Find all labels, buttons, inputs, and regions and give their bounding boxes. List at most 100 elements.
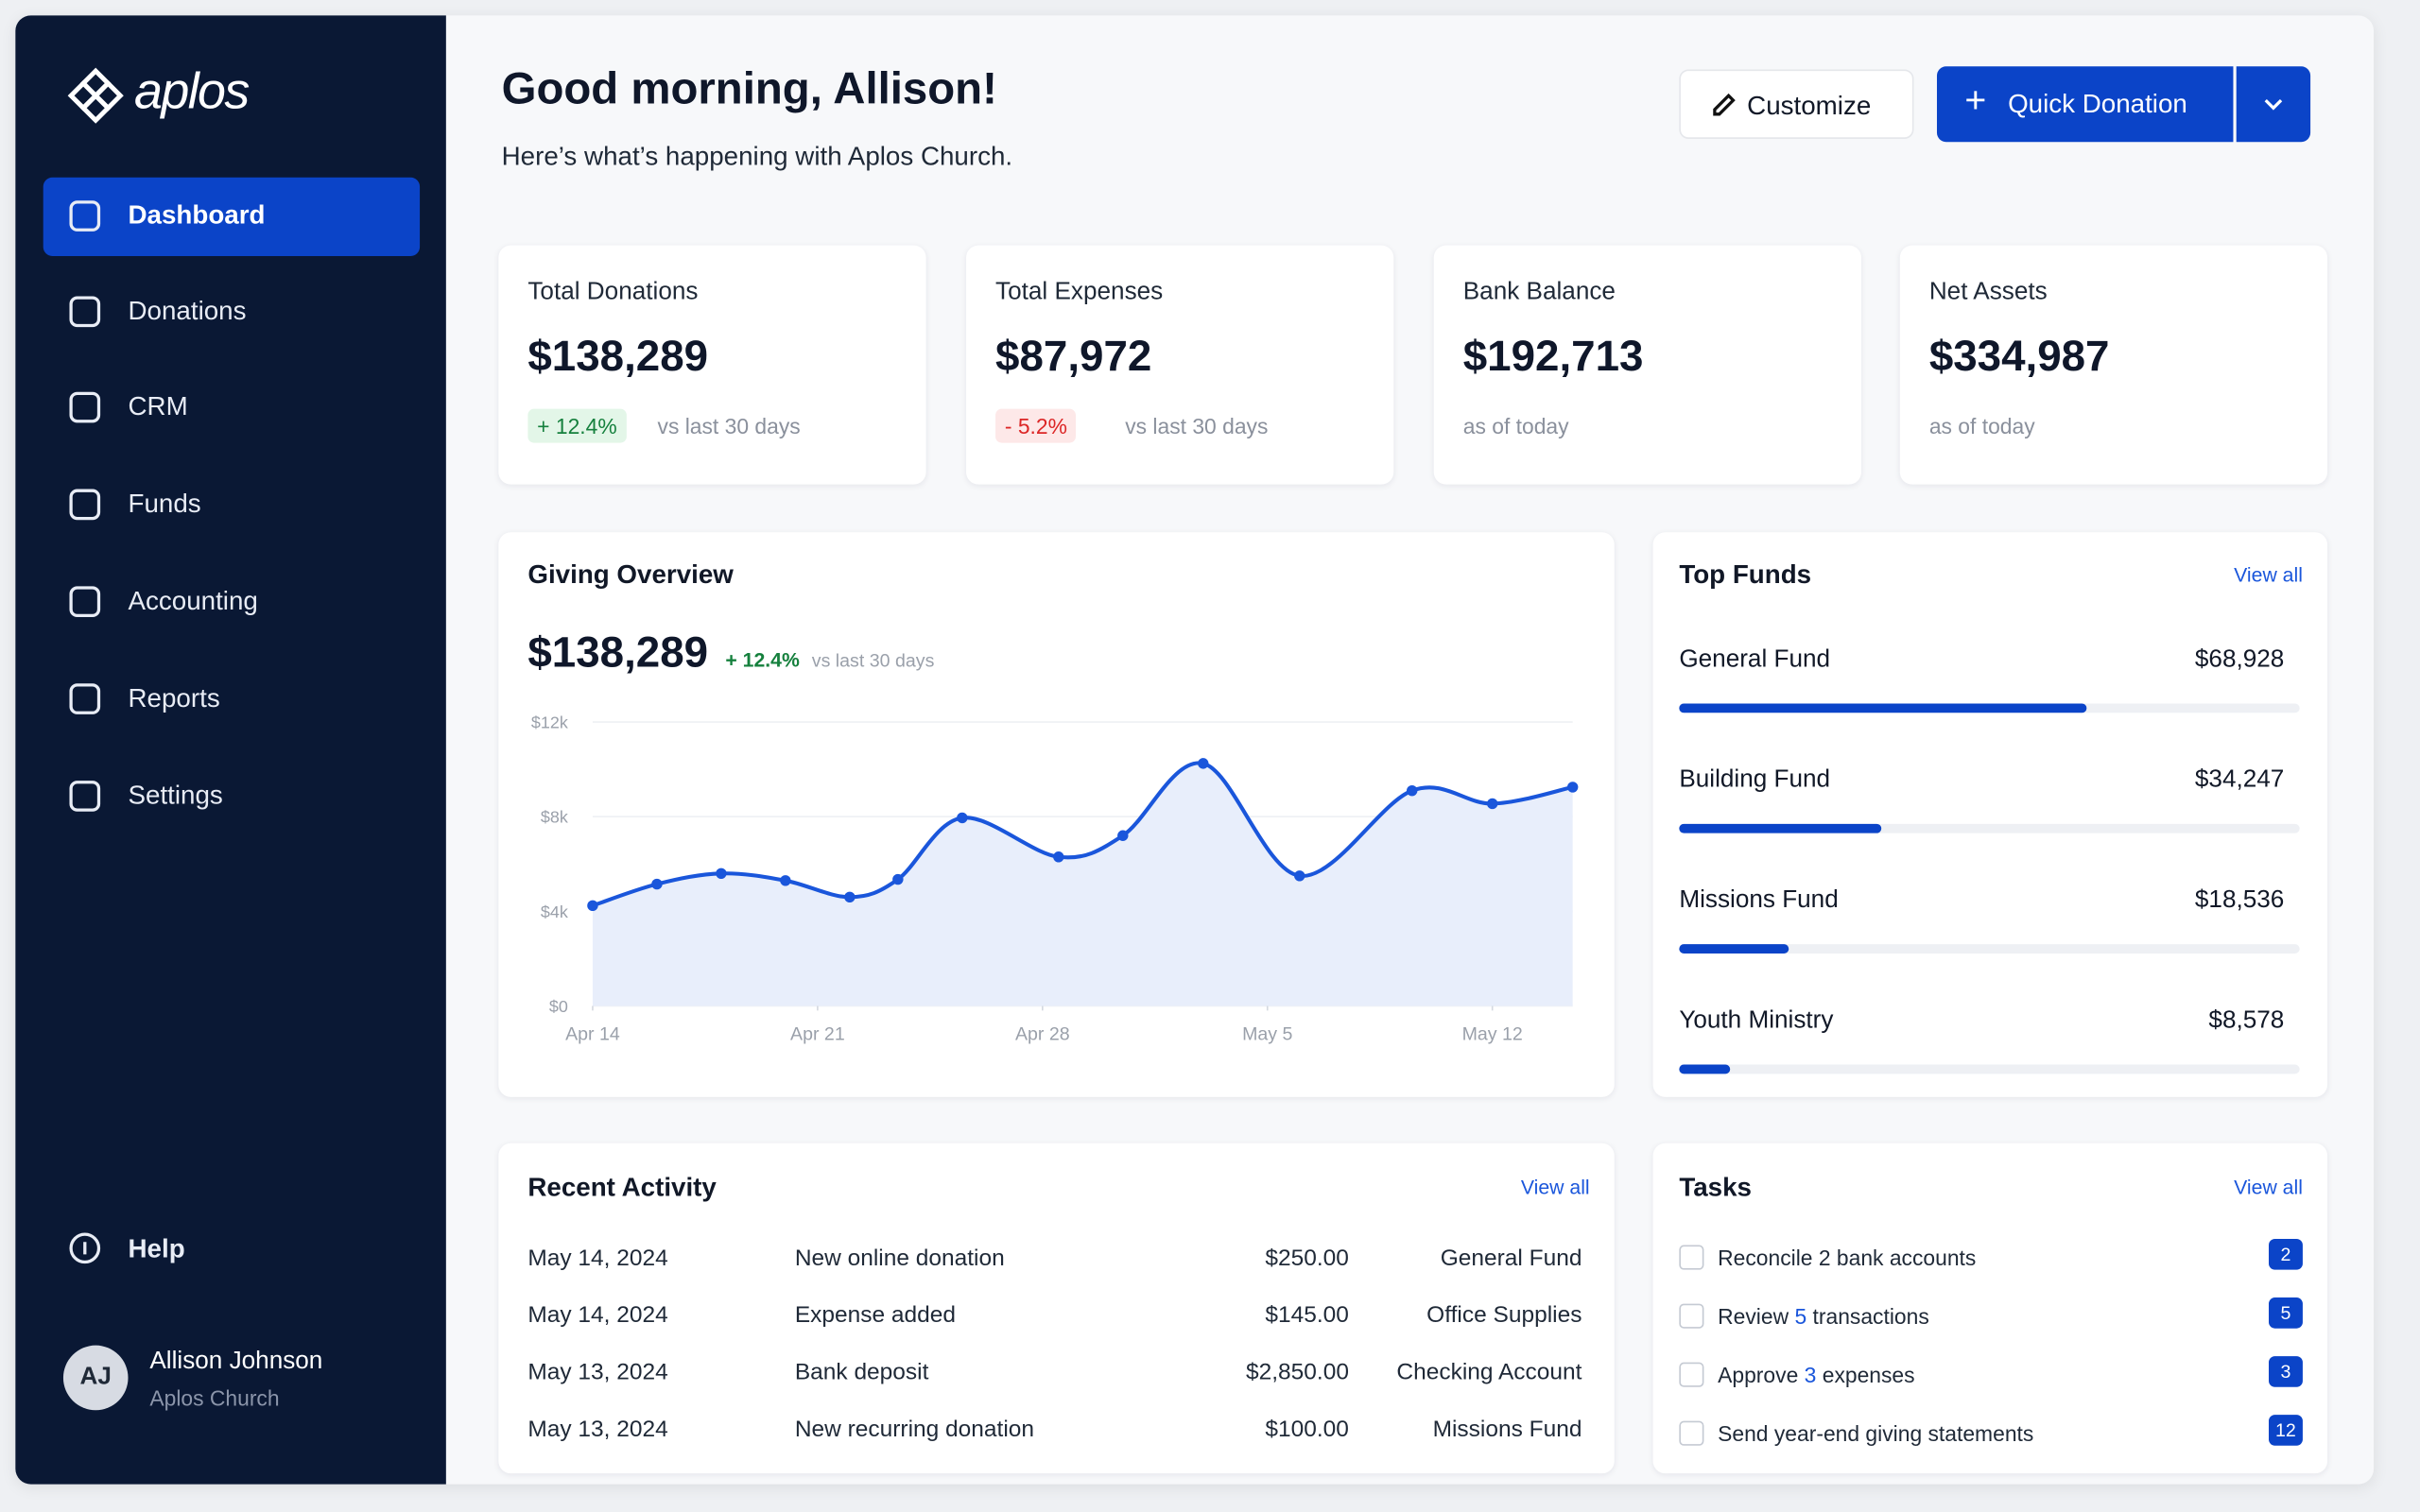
x-tick-label: Apr 21 <box>790 1023 845 1044</box>
task-text-part: 5 <box>1794 1303 1807 1329</box>
fund-name: Youth Ministry <box>1679 1007 1834 1034</box>
activity-desc: Expense added <box>794 1301 957 1329</box>
nav-label: Donations <box>128 296 247 326</box>
y-tick-label: $4k <box>541 902 568 921</box>
card-title: Recent Activity <box>527 1172 717 1202</box>
nav-icon <box>69 200 101 232</box>
view-all-link[interactable]: View all <box>2234 562 2303 587</box>
nav-item[interactable]: Accounting <box>43 563 420 642</box>
point <box>780 875 791 886</box>
top-funds-card: Top Funds View all General Fund $68,928 Bu… <box>1652 532 2328 1097</box>
dropdown-button[interactable] <box>2236 66 2311 143</box>
greeting: Good morning, Allison! <box>501 64 997 114</box>
point <box>587 900 598 912</box>
kpi-label: Bank Balance <box>1462 279 1616 306</box>
point <box>716 868 727 880</box>
nav-item[interactable]: CRM <box>43 369 420 447</box>
point <box>1117 830 1129 841</box>
giving-chart: $0 $4k $8k $12k Apr 14 Apr 21 Apr 28 May 5 May 1… <box>531 713 1579 1044</box>
kpi-card: Bank Balance $192,713 as of today <box>1433 245 1861 485</box>
nav-icon <box>69 586 101 618</box>
giving-card: Giving Overview $138,289 + 12.4% vs last… <box>498 532 1615 1097</box>
task-text-part: transactions <box>1806 1303 1929 1329</box>
help-item[interactable]: Help <box>68 1231 377 1271</box>
brand: aplos <box>134 61 250 119</box>
point <box>651 878 663 890</box>
nav-item[interactable]: Dashboard <box>43 177 421 257</box>
fund-track <box>1679 944 2300 954</box>
kpi-note: as of today <box>1928 413 2035 438</box>
kpi-note: vs last 30 days <box>657 413 801 438</box>
y-tick-label: $0 <box>549 997 568 1016</box>
logo-icon <box>67 67 124 124</box>
help-icon <box>69 1232 101 1264</box>
nav-label: CRM <box>128 391 188 421</box>
edit-icon <box>1713 93 1736 116</box>
button-label: Customize <box>1747 91 1872 121</box>
task-text-part: Approve <box>1718 1362 1805 1387</box>
nav-item[interactable]: Donations <box>43 273 420 352</box>
kpi-card: Net Assets $334,987 as of today <box>1899 245 2328 485</box>
point <box>1407 784 1418 797</box>
y-tick-label: $8k <box>541 808 568 827</box>
task-count: 2 <box>2269 1239 2303 1270</box>
task-count: 12 <box>2269 1415 2303 1446</box>
fund-name: General Fund <box>1679 646 1831 673</box>
nav-item[interactable]: Reports <box>43 661 420 739</box>
task-text-part: expenses <box>1816 1362 1915 1387</box>
nav-item[interactable]: Settings <box>43 758 420 836</box>
task-text: Review 5 transactions <box>1718 1304 1929 1329</box>
view-all-link[interactable]: View all <box>1520 1176 1590 1199</box>
kpi-note: vs last 30 days <box>1125 413 1269 438</box>
nav-item[interactable]: Funds <box>43 466 420 544</box>
quick-donation-button[interactable]: + Quick Donation <box>1936 66 2234 143</box>
kpi-note: as of today <box>1462 413 1569 438</box>
point <box>957 812 968 824</box>
activity-amount: $250.00 <box>1265 1245 1349 1272</box>
avatar: AJ <box>62 1345 129 1411</box>
kpi-label: Total Donations <box>527 279 699 306</box>
nav-label: Reports <box>128 683 220 713</box>
activity-account: General Fund <box>1440 1245 1582 1272</box>
area <box>592 763 1573 1006</box>
nav-label: Dashboard <box>128 200 266 231</box>
kpi-value: $334,987 <box>1928 332 2110 380</box>
activity-account: Office Supplies <box>1426 1301 1582 1329</box>
task-checkbox[interactable] <box>1679 1303 1704 1329</box>
point <box>1053 851 1064 863</box>
kpi-card: Total Donations $138,289 + 12.4% vs last 30… <box>498 245 926 485</box>
task-text-part: 3 <box>1804 1362 1817 1387</box>
user-name: Allison Johnson <box>149 1348 323 1375</box>
task-text-part: Review <box>1718 1303 1795 1329</box>
task-checkbox[interactable] <box>1679 1362 1704 1387</box>
card-title: Top Funds <box>1679 559 1812 590</box>
subtitle: Here’s what’s happening with Aplos Churc… <box>501 142 1013 172</box>
nav-icon <box>69 296 101 328</box>
giving-note: vs last 30 days <box>811 649 935 672</box>
giving-change: + 12.4% <box>725 647 800 672</box>
activity-account: Missions Fund <box>1432 1416 1582 1443</box>
card-title: Giving Overview <box>527 559 734 590</box>
activity-account: Checking Account <box>1396 1359 1582 1386</box>
task-count: 5 <box>2269 1297 2303 1329</box>
activity-date: May 13, 2024 <box>527 1359 668 1386</box>
view-all-link[interactable]: View all <box>2234 1176 2303 1199</box>
point <box>1486 798 1498 810</box>
fund-name: Missions Fund <box>1679 886 1839 914</box>
activity-date: May 14, 2024 <box>527 1245 668 1272</box>
fund-bar <box>1679 1064 1730 1074</box>
customize-button[interactable]: Customize <box>1679 69 1914 139</box>
point <box>892 873 904 885</box>
activity-amount: $145.00 <box>1265 1301 1349 1329</box>
kpi-change: - 5.2% <box>995 408 1077 443</box>
kpi-value: $87,972 <box>995 332 1152 380</box>
task-checkbox[interactable] <box>1679 1420 1704 1446</box>
nav-icon <box>69 781 101 812</box>
sidebar: aplos Dashboard Donations CRM Funds Accounti… <box>15 15 446 1485</box>
task-checkbox[interactable] <box>1679 1245 1704 1270</box>
task-text-part: Send year-end giving statements <box>1718 1420 2034 1446</box>
x-tick-label: May 5 <box>1242 1023 1292 1044</box>
fund-name: Building Fund <box>1679 766 1831 794</box>
chevron <box>2264 98 2283 111</box>
activity-date: May 14, 2024 <box>527 1301 668 1329</box>
